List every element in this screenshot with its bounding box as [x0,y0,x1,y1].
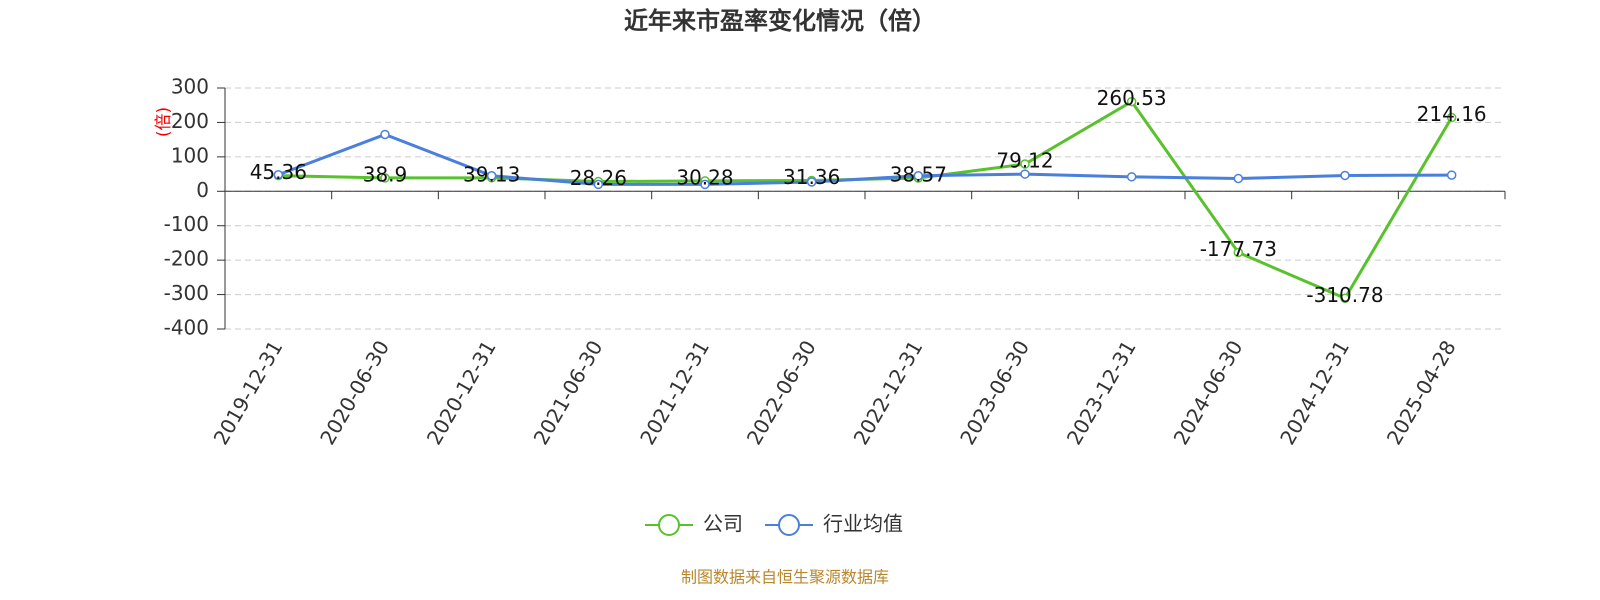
point [1233,247,1244,258]
x-tick-label: 2019-12-31 [209,336,288,449]
x-tick-label: 2025-04-28 [1382,336,1461,449]
y-tick-label: 0 [196,178,209,202]
point [806,177,817,187]
x-tick-label: 2023-12-31 [1062,336,1141,449]
legend-label: 公司 [703,512,743,536]
point [1446,170,1457,180]
point [1233,173,1244,184]
series-line [277,132,1452,186]
y-tick-label: 200 [171,109,209,133]
point [1020,169,1030,179]
y-tick-label: -300 [164,281,209,305]
data-label: 79.12 [996,149,1053,173]
x-tick-label: 2020-06-30 [315,336,394,449]
point [1446,112,1457,123]
point [1126,96,1137,107]
chart-title: 近年来市盈率变化情况（倍） [624,7,936,35]
point [1020,159,1030,169]
y-tick-label: -200 [164,247,209,271]
point [700,179,710,190]
y-tick-label: 300 [171,75,209,99]
data-label: 260.53 [1097,86,1167,110]
point [1126,172,1137,182]
y-tick-label: -100 [164,212,209,236]
y-tick-label: -400 [164,316,209,340]
data-label: 28.26 [570,166,627,190]
data-label: 39.13 [463,162,520,186]
data-label: 38.57 [890,163,947,187]
series-line [278,99,1453,301]
x-tick-label: 2022-12-31 [849,336,928,449]
legend-marker [658,514,680,536]
x-tick-label: 2022-06-30 [742,336,821,449]
x-tick-label: 2024-12-31 [1275,336,1354,449]
data-label: 45.36 [250,160,307,184]
point [1340,293,1350,304]
y-tick-label: 100 [171,143,209,167]
point [913,171,924,181]
data-label: -310.78 [1306,283,1383,307]
point [486,171,497,181]
point [273,170,284,180]
data-label: 38.9 [363,162,408,186]
data-label: 30.28 [676,165,733,189]
x-tick-label: 2021-12-31 [635,336,714,449]
x-tick-label: 2021-06-30 [529,336,608,449]
x-tick-label: 2024-06-30 [1169,336,1248,449]
legend-label: 行业均值 [823,512,903,536]
footer: 制图数据来自恒生聚源数据库 [681,568,889,587]
data-label: -177.73 [1200,237,1277,261]
x-tick-label: 2020-12-31 [422,336,501,449]
y-axis-label: (倍) [154,107,174,137]
point [380,173,390,183]
point [593,179,604,190]
x-tick-label: 2023-06-30 [955,336,1034,449]
data-label: 31.36 [783,165,840,189]
data-label: 214.16 [1417,102,1487,126]
legend-marker [778,514,800,536]
point [380,129,390,140]
point [1340,170,1350,181]
